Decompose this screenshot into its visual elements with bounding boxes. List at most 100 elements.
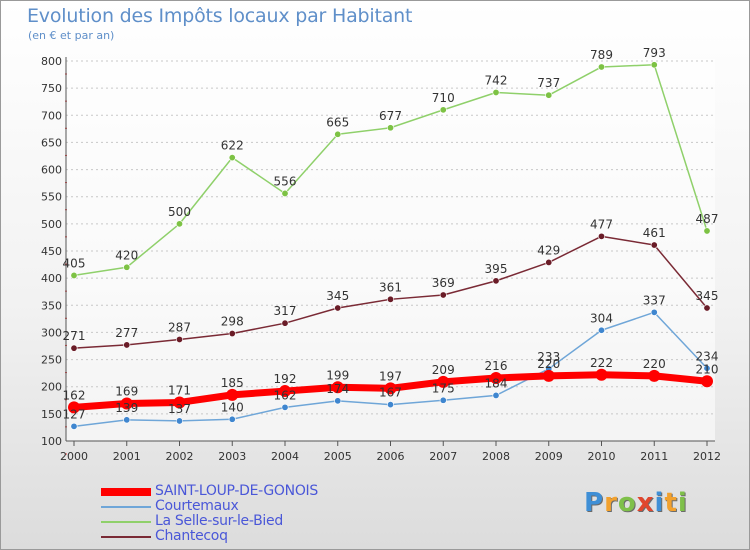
y-tick-label: 300 — [41, 326, 62, 339]
legend-label: La Selle-sur-le-Bied — [155, 513, 283, 529]
y-tick-label: 700 — [41, 109, 62, 122]
data-label-la-selle-sur-le-bied: 793 — [643, 46, 666, 60]
data-point-la-selle-sur-le-bied — [439, 106, 447, 114]
x-tick-label: 2000 — [60, 450, 88, 463]
data-label-courtemaux: 127 — [63, 407, 86, 421]
data-label-la-selle-sur-le-bied: 500 — [168, 205, 191, 219]
data-label-saint-loup-de-gonois: 185 — [221, 376, 244, 390]
data-label-courtemaux: 162 — [274, 388, 297, 402]
x-tick-label: 2008 — [482, 450, 510, 463]
data-label-saint-loup-de-gonois: 197 — [379, 369, 402, 383]
data-point-courtemaux — [492, 391, 500, 399]
data-point-la-selle-sur-le-bied — [281, 189, 289, 197]
data-label-courtemaux: 174 — [326, 382, 349, 396]
data-label-chantecoq: 369 — [432, 276, 455, 290]
chart-title: Evolution des Impôts locaux par Habitant — [27, 5, 413, 27]
data-point-chantecoq — [439, 291, 447, 299]
legend-swatch — [101, 488, 151, 496]
data-label-la-selle-sur-le-bied: 487 — [696, 212, 719, 226]
data-label-saint-loup-de-gonois: 171 — [168, 383, 191, 397]
data-point-saint-loup-de-gonois — [68, 401, 80, 414]
y-tick-label: 550 — [41, 191, 62, 204]
data-label-la-selle-sur-le-bied: 405 — [63, 256, 86, 270]
x-tick-label: 2006 — [377, 450, 405, 463]
x-tick-label: 2002 — [166, 450, 194, 463]
data-label-courtemaux: 234 — [696, 349, 719, 363]
data-label-saint-loup-de-gonois: 216 — [485, 359, 508, 373]
data-point-la-selle-sur-le-bied — [70, 271, 78, 279]
data-point-courtemaux — [703, 364, 711, 372]
data-label-la-selle-sur-le-bied: 420 — [115, 248, 138, 262]
data-point-chantecoq — [492, 277, 500, 285]
data-point-la-selle-sur-le-bied — [123, 263, 131, 271]
data-point-la-selle-sur-le-bied — [650, 61, 658, 69]
x-tick-label: 2004 — [271, 450, 299, 463]
data-point-courtemaux — [439, 396, 447, 404]
data-point-chantecoq — [334, 304, 342, 312]
data-label-chantecoq: 317 — [274, 304, 297, 318]
data-point-chantecoq — [281, 319, 289, 327]
data-label-la-selle-sur-le-bied: 710 — [432, 91, 455, 105]
proxiti-logo: Proxiti — [584, 488, 688, 518]
data-point-la-selle-sur-le-bied — [386, 124, 394, 132]
x-tick-label: 2009 — [535, 450, 563, 463]
data-point-la-selle-sur-le-bied — [334, 130, 342, 138]
data-point-chantecoq — [123, 341, 131, 349]
data-label-chantecoq: 271 — [63, 329, 86, 343]
data-label-saint-loup-de-gonois: 199 — [326, 368, 349, 382]
data-point-saint-loup-de-gonois — [279, 385, 291, 398]
data-label-la-selle-sur-le-bied: 789 — [590, 48, 613, 62]
data-point-chantecoq — [228, 330, 236, 338]
data-label-chantecoq: 345 — [326, 289, 349, 303]
data-label-courtemaux: 137 — [168, 402, 191, 416]
y-tick-label: 400 — [41, 272, 62, 285]
data-label-courtemaux: 139 — [115, 401, 138, 415]
data-point-saint-loup-de-gonois — [648, 369, 661, 382]
data-point-courtemaux — [281, 403, 289, 411]
legend-swatch — [101, 506, 151, 508]
y-tick-label: 150 — [41, 408, 62, 421]
data-point-saint-loup-de-gonois — [331, 381, 344, 394]
data-point-saint-loup-de-gonois — [120, 397, 133, 410]
x-tick-label: 2007 — [429, 450, 457, 463]
y-tick-label: 500 — [41, 218, 62, 231]
y-tick-label: 650 — [41, 136, 62, 149]
data-label-chantecoq: 361 — [379, 280, 402, 294]
y-tick-label: 250 — [41, 354, 62, 367]
data-label-la-selle-sur-le-bied: 737 — [537, 76, 560, 90]
data-point-la-selle-sur-le-bied — [492, 88, 500, 96]
data-point-courtemaux — [176, 417, 184, 425]
data-label-courtemaux: 233 — [537, 350, 560, 364]
data-point-saint-loup-de-gonois — [173, 396, 186, 409]
x-tick-label: 2005 — [324, 450, 352, 463]
data-label-saint-loup-de-gonois: 220 — [643, 357, 666, 371]
x-tick-label: 2011 — [640, 450, 668, 463]
legend-label: SAINT-LOUP-DE-GONOIS — [155, 483, 318, 499]
data-point-chantecoq — [176, 335, 184, 343]
data-label-chantecoq: 277 — [115, 326, 138, 340]
y-tick-label: 450 — [41, 245, 62, 258]
data-point-saint-loup-de-gonois — [595, 368, 608, 381]
y-tick-label: 200 — [41, 381, 62, 394]
data-label-saint-loup-de-gonois: 220 — [537, 357, 560, 371]
x-tick-label: 2010 — [588, 450, 616, 463]
x-tick-label: 2001 — [113, 450, 141, 463]
data-point-la-selle-sur-le-bied — [545, 91, 553, 99]
data-point-la-selle-sur-le-bied — [176, 220, 184, 228]
data-point-courtemaux — [650, 308, 658, 316]
data-label-saint-loup-de-gonois: 222 — [590, 356, 613, 370]
data-point-chantecoq — [545, 258, 553, 266]
data-point-chantecoq — [703, 304, 711, 312]
data-point-courtemaux — [386, 401, 394, 409]
data-label-chantecoq: 461 — [643, 226, 666, 240]
data-point-chantecoq — [650, 241, 658, 249]
data-label-la-selle-sur-le-bied: 622 — [221, 139, 244, 153]
data-label-courtemaux: 337 — [643, 293, 666, 307]
data-point-courtemaux — [70, 422, 78, 430]
y-tick-label: 350 — [41, 299, 62, 312]
data-label-courtemaux: 167 — [379, 386, 402, 400]
data-point-courtemaux — [123, 416, 131, 424]
y-tick-label: 800 — [41, 55, 62, 68]
data-label-chantecoq: 287 — [168, 320, 191, 334]
